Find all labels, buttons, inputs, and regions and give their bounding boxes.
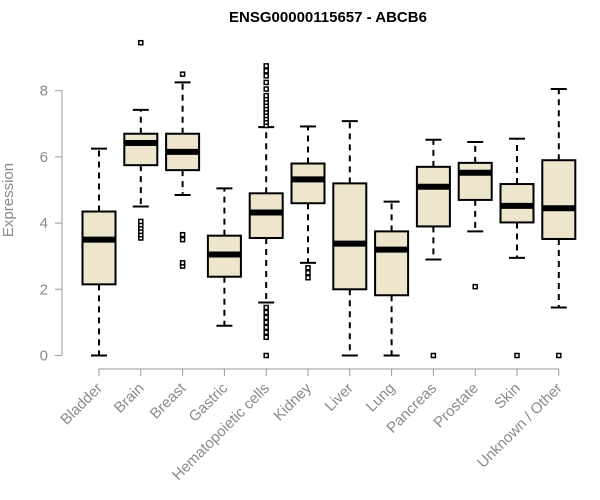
outlier-point (263, 63, 269, 69)
iqr-box (81, 210, 117, 286)
box-kidney (290, 125, 326, 281)
y-axis-title: Expression (0, 163, 17, 237)
outlier-point (179, 231, 186, 238)
y-axis: 0 2 4 6 8 (40, 83, 63, 365)
box-bladder (81, 147, 117, 357)
outlier-point (138, 39, 144, 46)
outlier-point (263, 79, 269, 86)
x-tick-label: Skin (491, 380, 524, 413)
box-lung (374, 200, 410, 357)
outlier-point (179, 236, 186, 243)
box-prostate (457, 141, 493, 290)
outlier-point (263, 334, 269, 341)
iqr-box (248, 192, 284, 239)
x-tick-label: Bladder (57, 380, 106, 429)
y-tick-label: 0 (40, 348, 48, 365)
y-tick-label: 6 (40, 149, 48, 166)
iqr-box (415, 165, 451, 228)
iqr-box (374, 230, 410, 297)
box-hematopoietic-cells (248, 63, 284, 359)
outlier-point (263, 352, 269, 359)
outlier-point (263, 304, 269, 311)
outlier-point (263, 309, 269, 316)
x-tick-label: Brain (111, 380, 148, 417)
box-breast (165, 71, 201, 269)
iqr-box (332, 182, 368, 291)
x-tick-label: Kidney (270, 379, 315, 424)
x-tick-label: Breast (147, 379, 190, 422)
outlier-point (263, 68, 269, 74)
y-tick-label: 4 (40, 215, 48, 232)
box-brain (123, 39, 159, 241)
outlier-point (138, 218, 144, 225)
iqr-box (541, 159, 577, 240)
y-tick-label: 2 (40, 281, 48, 298)
outlier-point (179, 260, 186, 266)
box-skin (499, 137, 535, 359)
outlier-point (263, 86, 269, 92)
outlier-point (179, 71, 186, 77)
iqr-box (457, 161, 493, 201)
outlier-point (514, 352, 520, 359)
outlier-point (472, 283, 478, 290)
boxes-layer (81, 39, 577, 359)
outlier-point (263, 319, 269, 326)
outlier-point (263, 324, 269, 331)
chart-title: ENSG00000115657 - ABCB6 (229, 9, 427, 26)
x-tick-label: Liver (322, 380, 357, 415)
outlier-point (263, 73, 269, 79)
iqr-box (123, 132, 159, 167)
outlier-point (430, 352, 437, 359)
outlier-point (305, 274, 311, 281)
x-tick-label: Lung (363, 380, 399, 416)
outlier-point (263, 314, 269, 321)
outlier-point (305, 270, 311, 276)
outlier-point (263, 92, 269, 99)
iqr-box (290, 162, 326, 205)
outlier-point (556, 352, 562, 359)
box-pancreas (415, 138, 451, 359)
box-gastric (206, 187, 242, 327)
outlier-point (305, 265, 311, 271)
y-tick-label: 8 (40, 83, 48, 100)
box-liver (332, 120, 368, 357)
x-tick-label: Prostate (430, 380, 482, 432)
outlier-point (263, 329, 269, 336)
box-unknown-other (541, 88, 577, 359)
